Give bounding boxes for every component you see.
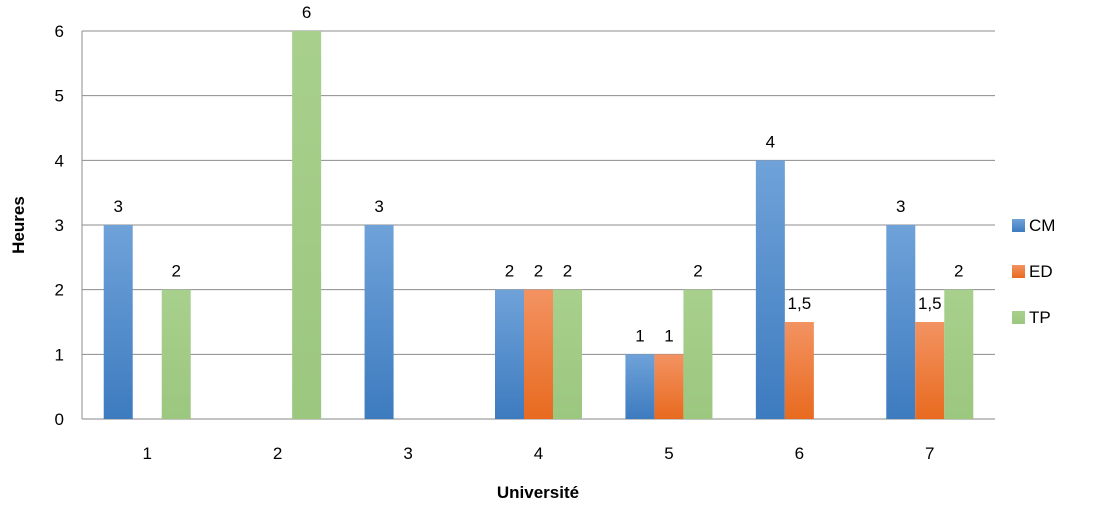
x-tick-label: 7 (925, 444, 934, 463)
bar-cm (495, 289, 524, 419)
bar-tp (292, 31, 322, 419)
bar-tp (553, 289, 582, 419)
y-tick-label: 6 (55, 22, 64, 41)
bar-ed (654, 354, 684, 419)
y-tick-label: 3 (55, 216, 64, 235)
y-axis-title: Heures (9, 196, 28, 254)
x-tick-label: 5 (664, 444, 673, 463)
legend: CM ED TP (1012, 216, 1055, 327)
data-label: 6 (302, 3, 311, 22)
y-tick-label: 4 (55, 151, 64, 170)
legend-label-cm: CM (1029, 216, 1055, 235)
bar-tp (683, 289, 713, 419)
axes: 0 1 2 3 4 5 6 1 2 3 4 5 6 7 (55, 22, 935, 463)
data-label: 1,5 (788, 294, 812, 313)
x-tick-label: 3 (403, 444, 412, 463)
legend-label-tp: TP (1029, 308, 1051, 327)
bar-cm (755, 160, 785, 420)
data-label: 3 (374, 197, 383, 216)
bars (103, 31, 974, 420)
data-label: 3 (113, 197, 122, 216)
bar-ed (784, 322, 814, 419)
bar-ed (915, 322, 945, 419)
bar-tp (944, 289, 974, 419)
x-axis-title: Université (497, 483, 579, 502)
bar-cm (103, 225, 133, 419)
data-label: 2 (563, 262, 572, 281)
bar-cm (625, 354, 655, 419)
y-tick-label: 0 (55, 410, 64, 429)
y-tick-label: 2 (55, 281, 64, 300)
legend-swatch-cm (1012, 219, 1025, 232)
x-tick-label: 1 (142, 444, 151, 463)
data-labels: 3 3 2 1 4 3 2 1 1,5 1,5 2 6 2 2 2 (113, 3, 963, 345)
x-tick-label: 6 (795, 444, 804, 463)
data-label: 2 (171, 262, 180, 281)
data-label: 2 (954, 262, 963, 281)
data-label: 4 (766, 132, 775, 151)
legend-label-ed: ED (1029, 262, 1053, 281)
x-tick-label: 2 (273, 444, 282, 463)
y-tick-label: 5 (55, 87, 64, 106)
data-label: 1 (635, 326, 644, 345)
data-label: 3 (896, 197, 905, 216)
data-label: 2 (505, 262, 514, 281)
bar-tp (161, 289, 191, 419)
data-label: 2 (693, 262, 702, 281)
legend-swatch-ed (1012, 265, 1025, 278)
x-tick-label: 4 (534, 444, 543, 463)
legend-swatch-tp (1012, 311, 1025, 324)
data-label: 1,5 (918, 294, 942, 313)
data-label: 1 (664, 326, 673, 345)
bar-ed (524, 289, 553, 419)
data-label: 2 (534, 262, 543, 281)
y-tick-label: 1 (55, 345, 64, 364)
bar-cm (364, 225, 394, 419)
bar-cm (886, 225, 916, 419)
